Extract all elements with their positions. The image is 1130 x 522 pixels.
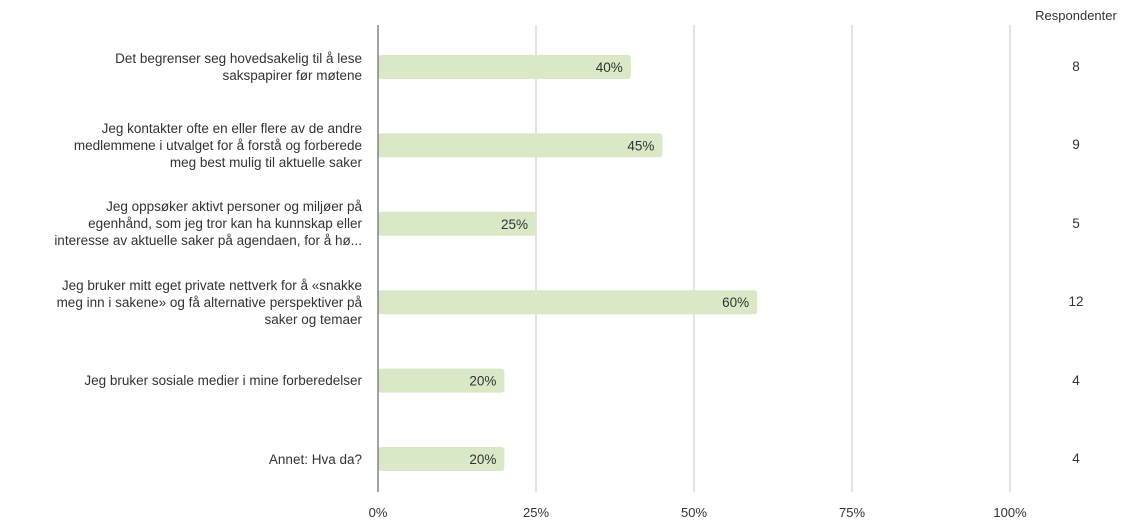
bar-value-label-2: 25% — [501, 217, 528, 232]
bar-2 — [378, 211, 536, 236]
bar-1 — [378, 133, 663, 158]
x-tick-label-25: 25% — [522, 505, 550, 520]
bar-0 — [378, 55, 631, 79]
category-label-line: Jeg bruker sosiale medier i mine forbere… — [84, 373, 362, 389]
category-label-line: Jeg bruker mitt eget private nettverk fo… — [61, 277, 362, 293]
respondents-value-0: 8 — [1072, 59, 1080, 74]
x-tick-label-75: 75% — [838, 505, 866, 520]
grid-lines — [535, 25, 1011, 492]
category-label-line: saker og temaer — [264, 311, 362, 327]
category-label-line: Annet: Hva da? — [268, 451, 362, 467]
bar-5 — [378, 447, 505, 471]
category-label-line: meg best mulig til aktuelle saker — [169, 154, 362, 170]
bars — [378, 55, 758, 471]
category-label-line: egenhånd, som jeg tror kan ha kunnskap e… — [88, 216, 362, 232]
category-label-2: Jeg oppsøker aktivt personer og miljøer … — [0, 198, 362, 249]
bar-4 — [378, 368, 505, 393]
category-label-line: meg inn i sakene» og få alternative pers… — [56, 294, 362, 310]
category-label-line: Jeg kontakter ofte en eller flere av de … — [101, 120, 362, 136]
category-label-0: Det begrenser seg hovedsakelig til å les… — [0, 50, 362, 84]
x-tick-label-50: 50% — [680, 505, 708, 520]
category-label-line: Jeg oppsøker aktivt personer og miljøer … — [106, 199, 362, 215]
bar-value-label-5: 20% — [469, 452, 496, 467]
bar-3 — [378, 290, 758, 315]
respondents-value-4: 4 — [1072, 372, 1080, 388]
category-label-3: Jeg bruker mitt eget private nettverk fo… — [0, 277, 362, 328]
respondents-value-1: 9 — [1072, 137, 1080, 153]
respondents-value-3: 12 — [1068, 294, 1084, 310]
x-tick-label-0: 0% — [368, 505, 388, 520]
bar-value-label-0: 40% — [596, 60, 623, 75]
category-label-1: Jeg kontakter ofte en eller flere av de … — [0, 120, 362, 171]
bar-value-label-4: 20% — [469, 374, 496, 389]
respondents-value-2: 5 — [1072, 215, 1080, 231]
category-label-line: interesse av aktuelle saker på agendaen,… — [54, 233, 362, 249]
category-label-5: Annet: Hva da? — [0, 451, 362, 468]
bar-value-label-1: 45% — [627, 138, 654, 153]
bar-value-label-3: 60% — [722, 295, 749, 310]
x-tick-label-100: 100% — [993, 505, 1027, 520]
category-label-4: Jeg bruker sosiale medier i mine forbere… — [0, 372, 362, 389]
category-label-line: sakspapirer før møtene — [222, 68, 362, 83]
respondents-header: Respondenter — [1035, 8, 1117, 23]
category-label-line: Det begrenser seg hovedsakelig til å les… — [115, 51, 362, 66]
respondents-value-5: 4 — [1072, 451, 1080, 466]
category-label-line: medlemmene i utvalget for å forstå og fo… — [73, 137, 362, 153]
bar-value-labels: 40% 45% 25% 60% 20% 20% — [469, 60, 749, 467]
